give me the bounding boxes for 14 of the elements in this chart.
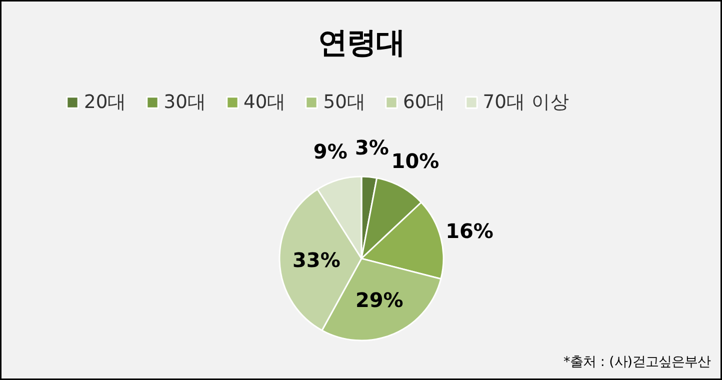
data-label: 33% (292, 248, 340, 272)
data-label: 10% (391, 148, 440, 173)
chart-title: 연령대 (318, 26, 405, 60)
data-label: 29% (355, 288, 404, 312)
legend-label: 70대 이상 (482, 91, 570, 115)
legend-label: 20대 (84, 91, 127, 115)
text: *출처 : (사)걷고싶은부산 (563, 355, 711, 370)
legend-label: 30대 (164, 91, 206, 115)
legend-label: 40대 (244, 91, 286, 115)
legend-label: 60대 (403, 91, 446, 115)
legend-label: 50대 (323, 91, 366, 115)
data-label: 3% (355, 135, 389, 160)
data-label: 9% (313, 139, 348, 164)
data-label: 16% (446, 218, 494, 243)
